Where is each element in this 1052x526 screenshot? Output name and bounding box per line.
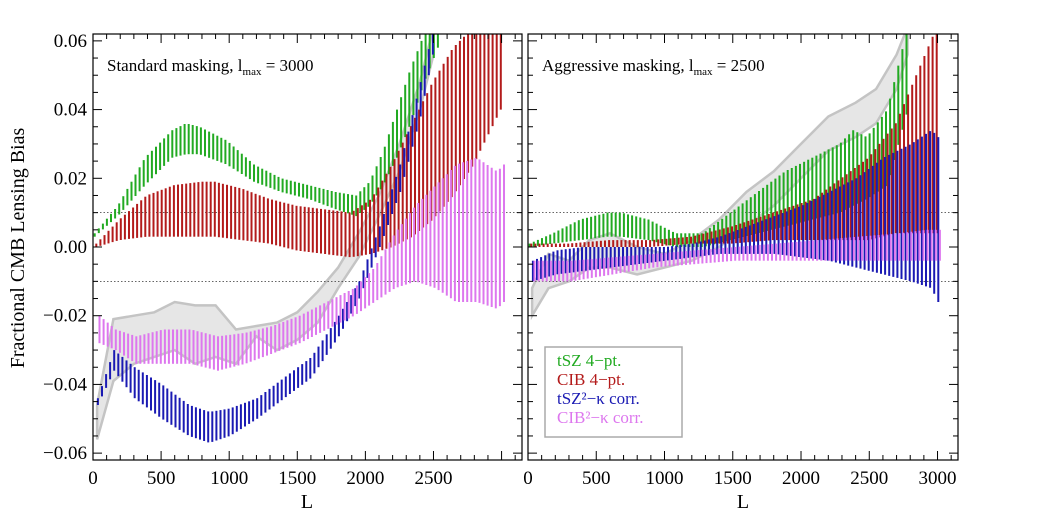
plot-area [93, 34, 522, 443]
x-tick-label: 2500 [850, 468, 888, 489]
panel-aggressive-masking: 0 500 1000 1500 2000 2500 3000 Aggressive maski… [523, 33, 959, 489]
axes-frame [92, 33, 523, 461]
y-tick-label: −0.04 [43, 374, 87, 395]
panel-title: Aggressive masking, lmax = 2500 [542, 56, 765, 78]
panel-title: Standard masking, lmax = 3000 [107, 56, 314, 78]
y-tick-label: −0.06 [43, 443, 87, 464]
legend: tSZ 4−pt.CIB 4−pt.tSZ²−κ corr.CIB²−κ cor… [544, 346, 683, 438]
series-0 [93, 34, 439, 237]
x-tick-label: 0 [88, 468, 98, 489]
panel-standard-masking: 0 500 1000 1500 2000 2500 −0.06 −0.04 −0.02 0.00 0… [43, 31, 523, 489]
x-tick-label: 1000 [646, 468, 684, 489]
y-tick-label: −0.02 [43, 306, 87, 327]
y-axis-title: Fractional CMB Lensing Bias [7, 128, 29, 369]
y-tick-label: 0.06 [54, 31, 87, 52]
y-tick-label: 0.04 [54, 100, 88, 121]
legend-item: tSZ 4−pt. [557, 351, 621, 370]
x-tick-label: 1000 [210, 468, 248, 489]
x-tick-label: 2500 [414, 468, 452, 489]
x-tick-label: 3000 [919, 468, 957, 489]
x-tick-label: 1500 [714, 468, 752, 489]
x-tick-label: 500 [147, 468, 176, 489]
x-axis-title-left: L [301, 491, 313, 513]
series-2 [96, 34, 434, 443]
x-axis-title-right: L [737, 491, 749, 513]
legend-item: tSZ²−κ corr. [557, 389, 640, 408]
y-tick-label: 0.00 [54, 237, 87, 258]
legend-item: CIB²−κ corr. [557, 408, 644, 427]
legend-box [544, 346, 683, 438]
series-3 [533, 229, 941, 282]
x-tick-label: 500 [582, 468, 611, 489]
series-1 [530, 34, 938, 247]
y-tick-label: 0.02 [54, 168, 87, 189]
x-tick-label: 1500 [278, 468, 316, 489]
series-3 [98, 158, 505, 371]
x-tick-label: 2000 [346, 468, 384, 489]
plot-area [528, 34, 958, 321]
legend-item: CIB 4−pt. [557, 370, 625, 389]
x-tick-label: 0 [523, 468, 533, 489]
series-2 [531, 131, 940, 302]
x-tick-label: 2000 [782, 468, 820, 489]
